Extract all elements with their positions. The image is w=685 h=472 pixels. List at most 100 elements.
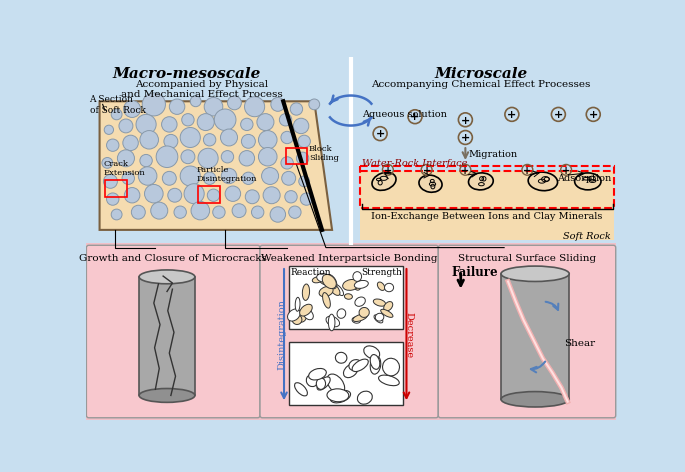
Ellipse shape [372, 172, 396, 190]
Bar [286, 147, 308, 164]
Circle shape [169, 99, 185, 114]
Polygon shape [99, 101, 332, 230]
Circle shape [102, 158, 113, 169]
Circle shape [279, 114, 292, 126]
Ellipse shape [353, 314, 367, 321]
Text: Weakened Interpartsicle Bonding: Weakened Interpartsicle Bonding [261, 254, 438, 263]
Ellipse shape [295, 383, 308, 396]
Bar [86, 57, 616, 243]
Text: Block
Sliding: Block Sliding [309, 145, 339, 162]
Text: Aqueous solution: Aqueous solution [362, 110, 447, 119]
Ellipse shape [139, 270, 195, 284]
Bar [86, 243, 616, 420]
Ellipse shape [295, 297, 300, 311]
Ellipse shape [352, 317, 360, 323]
Ellipse shape [325, 274, 337, 289]
Ellipse shape [528, 172, 558, 191]
Ellipse shape [322, 274, 336, 288]
Ellipse shape [352, 359, 369, 371]
Circle shape [297, 152, 309, 164]
Circle shape [221, 129, 238, 146]
Circle shape [299, 176, 310, 187]
Text: +: + [553, 110, 563, 120]
Text: Shear: Shear [564, 338, 596, 347]
Ellipse shape [374, 315, 383, 323]
Circle shape [180, 166, 200, 186]
Circle shape [251, 206, 264, 219]
Ellipse shape [316, 274, 330, 282]
Ellipse shape [353, 278, 362, 290]
Ellipse shape [330, 390, 351, 403]
Text: +: + [523, 166, 532, 176]
Circle shape [263, 187, 280, 204]
Ellipse shape [319, 276, 332, 285]
Bar [360, 166, 614, 208]
Circle shape [125, 187, 140, 203]
Circle shape [290, 103, 303, 115]
Circle shape [240, 118, 253, 131]
Ellipse shape [419, 175, 442, 192]
Circle shape [203, 134, 216, 146]
Ellipse shape [379, 375, 399, 386]
FancyBboxPatch shape [438, 245, 616, 418]
Circle shape [281, 157, 293, 169]
Ellipse shape [384, 302, 393, 311]
Ellipse shape [575, 173, 601, 190]
Ellipse shape [303, 309, 313, 320]
Circle shape [164, 135, 178, 148]
Ellipse shape [343, 364, 358, 378]
Circle shape [242, 172, 255, 185]
Circle shape [136, 114, 156, 135]
Text: Failure: Failure [451, 266, 498, 279]
Circle shape [184, 184, 204, 204]
Bar [288, 342, 403, 405]
Ellipse shape [358, 391, 373, 404]
Circle shape [232, 204, 246, 218]
Circle shape [119, 119, 133, 133]
Circle shape [298, 135, 310, 147]
Ellipse shape [381, 309, 393, 317]
Text: Crack
Extension: Crack Extension [103, 160, 145, 177]
Circle shape [227, 96, 241, 110]
Ellipse shape [139, 388, 195, 402]
Bar [360, 170, 614, 240]
Text: +: + [508, 110, 516, 120]
Circle shape [258, 131, 277, 149]
Text: Macro-mesoscale: Macro-mesoscale [112, 67, 260, 81]
Ellipse shape [299, 304, 312, 316]
Circle shape [241, 135, 256, 148]
Ellipse shape [364, 346, 379, 359]
Circle shape [198, 148, 218, 169]
Circle shape [162, 171, 176, 185]
Text: +: + [562, 166, 570, 176]
Ellipse shape [302, 284, 310, 300]
Ellipse shape [345, 294, 352, 299]
Ellipse shape [312, 277, 323, 283]
Text: Ion-Exchange Between Ions and Clay Minerals: Ion-Exchange Between Ions and Clay Miner… [371, 212, 603, 221]
Ellipse shape [375, 313, 384, 321]
Text: Migration: Migration [469, 150, 518, 159]
Circle shape [204, 97, 223, 116]
Circle shape [174, 206, 186, 219]
Circle shape [245, 190, 259, 204]
Text: Growth and Closure of Microcracks: Growth and Closure of Microcracks [79, 254, 267, 263]
Ellipse shape [342, 279, 359, 290]
Text: Adsorption: Adsorption [557, 175, 611, 184]
Circle shape [140, 154, 152, 167]
Circle shape [123, 101, 140, 118]
Circle shape [225, 186, 240, 202]
Circle shape [151, 202, 168, 219]
Text: +: + [461, 116, 470, 126]
FancyBboxPatch shape [86, 245, 260, 418]
Ellipse shape [382, 358, 399, 376]
Ellipse shape [469, 173, 493, 190]
Ellipse shape [309, 369, 326, 380]
Text: +: + [375, 129, 385, 139]
Ellipse shape [334, 285, 343, 295]
Ellipse shape [355, 297, 365, 306]
Circle shape [122, 172, 134, 185]
Ellipse shape [354, 280, 369, 288]
Circle shape [145, 185, 163, 203]
Text: Decrease: Decrease [404, 312, 413, 358]
Bar [105, 180, 127, 197]
